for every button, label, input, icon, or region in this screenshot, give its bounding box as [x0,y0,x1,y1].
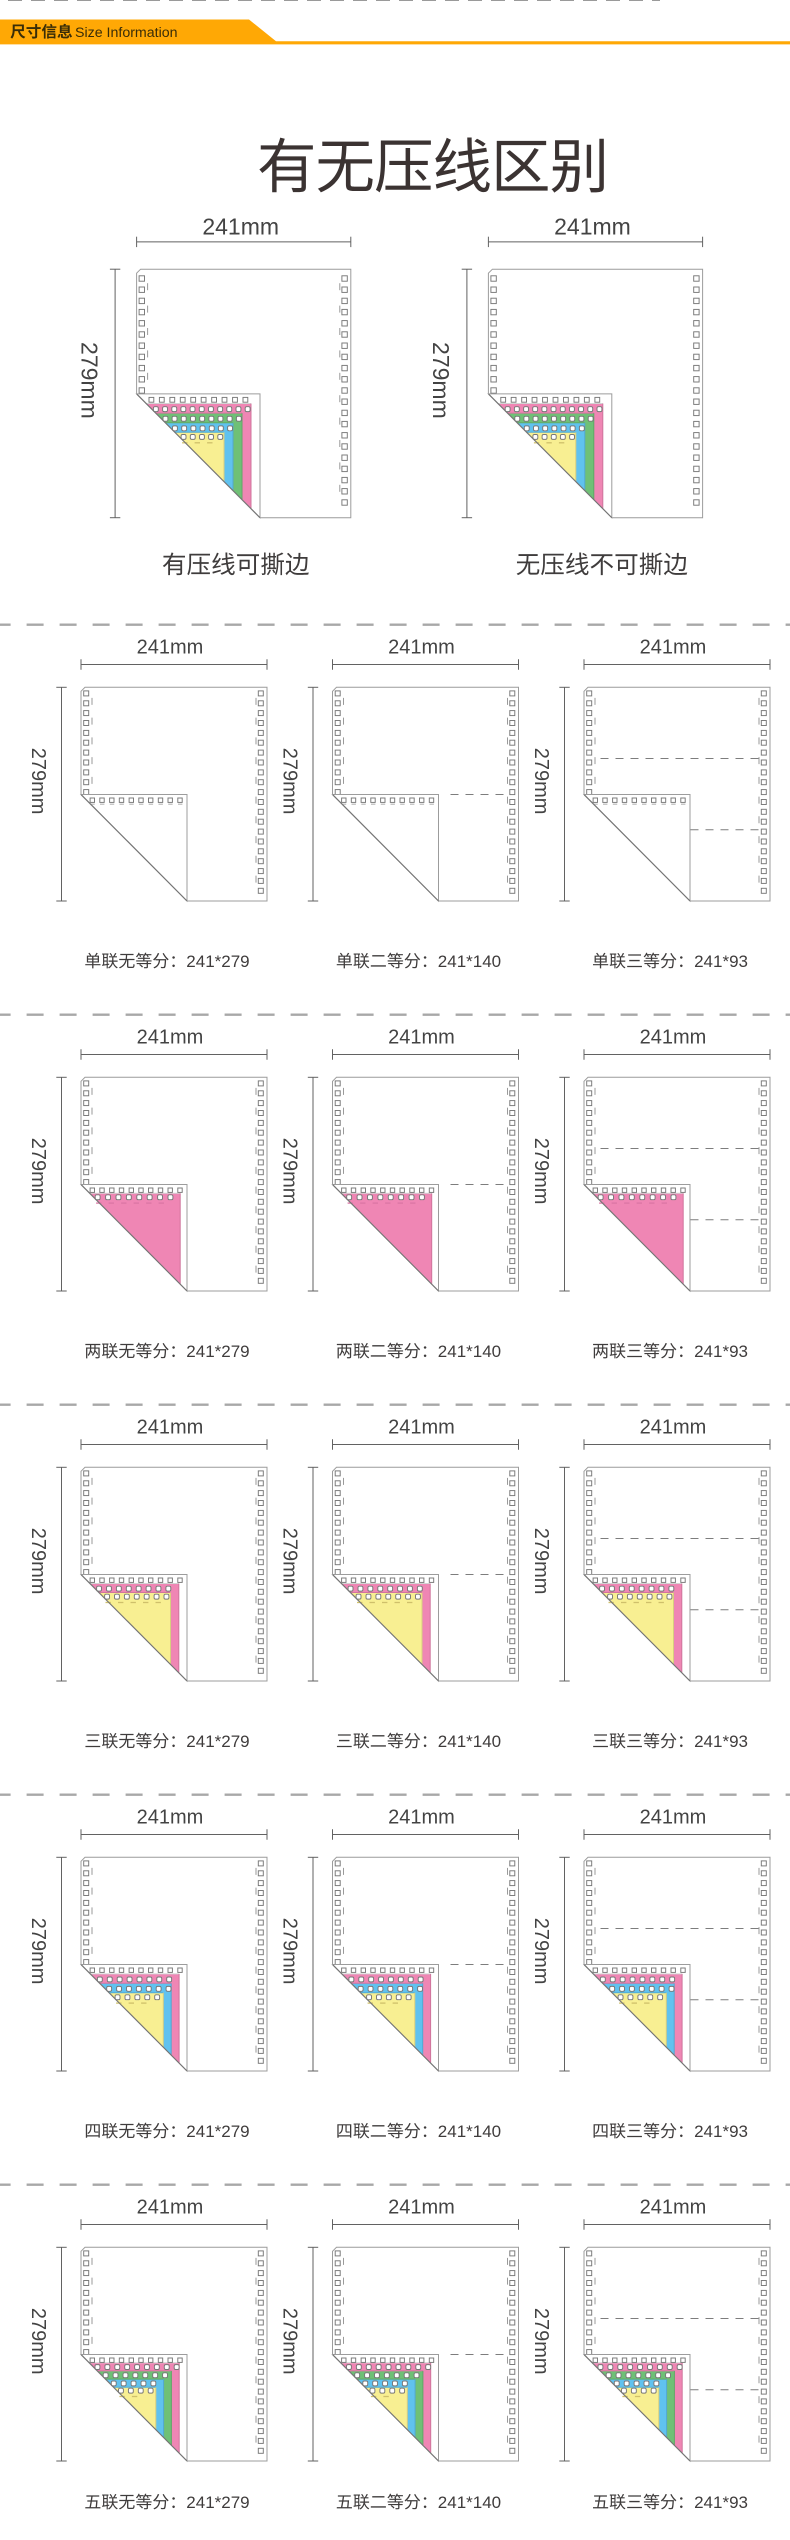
svg-text:279mm: 279mm [278,1138,300,1205]
svg-text:241*140: 241*140 [438,952,501,971]
svg-text:241mm: 241mm [137,637,204,659]
svg-text:241*93: 241*93 [694,952,748,971]
svg-text:241*140: 241*140 [438,2122,501,2141]
svg-text:241*279: 241*279 [186,952,249,971]
svg-text:241*140: 241*140 [438,1732,501,1751]
svg-text:241mm: 241mm [640,1807,707,1829]
svg-text:241mm: 241mm [137,2197,204,2219]
svg-text:241mm: 241mm [388,637,455,659]
svg-text:Size Information: Size Information [75,25,178,41]
svg-text:279mm: 279mm [530,1528,552,1595]
svg-text:241*93: 241*93 [694,2493,748,2512]
svg-text:279mm: 279mm [530,2308,552,2375]
svg-text:279mm: 279mm [27,1918,49,1985]
svg-text:241*279: 241*279 [186,2122,249,2141]
svg-text:279mm: 279mm [530,748,552,815]
svg-text:241*279: 241*279 [186,2493,249,2512]
svg-text:241mm: 241mm [554,214,631,240]
svg-text:241*93: 241*93 [694,1732,748,1751]
svg-text:279mm: 279mm [27,748,49,815]
svg-text:241mm: 241mm [388,1417,455,1439]
svg-text:279mm: 279mm [27,2308,49,2375]
svg-text:241*93: 241*93 [694,2122,748,2141]
svg-text:279mm: 279mm [428,342,454,419]
svg-text:241mm: 241mm [388,1027,455,1049]
svg-text:241mm: 241mm [640,2197,707,2219]
svg-text:241*140: 241*140 [438,1342,501,1361]
svg-text:279mm: 279mm [27,1528,49,1595]
svg-text:241*140: 241*140 [438,2493,501,2512]
svg-text:279mm: 279mm [76,342,102,419]
svg-text:279mm: 279mm [278,1528,300,1595]
svg-text:241mm: 241mm [640,1027,707,1049]
svg-text:279mm: 279mm [27,1138,49,1205]
svg-text:241mm: 241mm [640,1417,707,1439]
svg-text:241*279: 241*279 [186,1342,249,1361]
svg-text:241mm: 241mm [137,1417,204,1439]
svg-text:241mm: 241mm [137,1807,204,1829]
svg-text:279mm: 279mm [278,748,300,815]
svg-text:241*279: 241*279 [186,1732,249,1751]
svg-text:279mm: 279mm [278,1918,300,1985]
svg-text:241mm: 241mm [388,1807,455,1829]
svg-text:279mm: 279mm [278,2308,300,2375]
svg-text:241mm: 241mm [640,637,707,659]
svg-text:241mm: 241mm [137,1027,204,1049]
svg-text:241*93: 241*93 [694,1342,748,1361]
svg-text:241mm: 241mm [388,2197,455,2219]
svg-text:279mm: 279mm [530,1138,552,1205]
svg-text:279mm: 279mm [530,1918,552,1985]
svg-text:241mm: 241mm [202,214,279,240]
